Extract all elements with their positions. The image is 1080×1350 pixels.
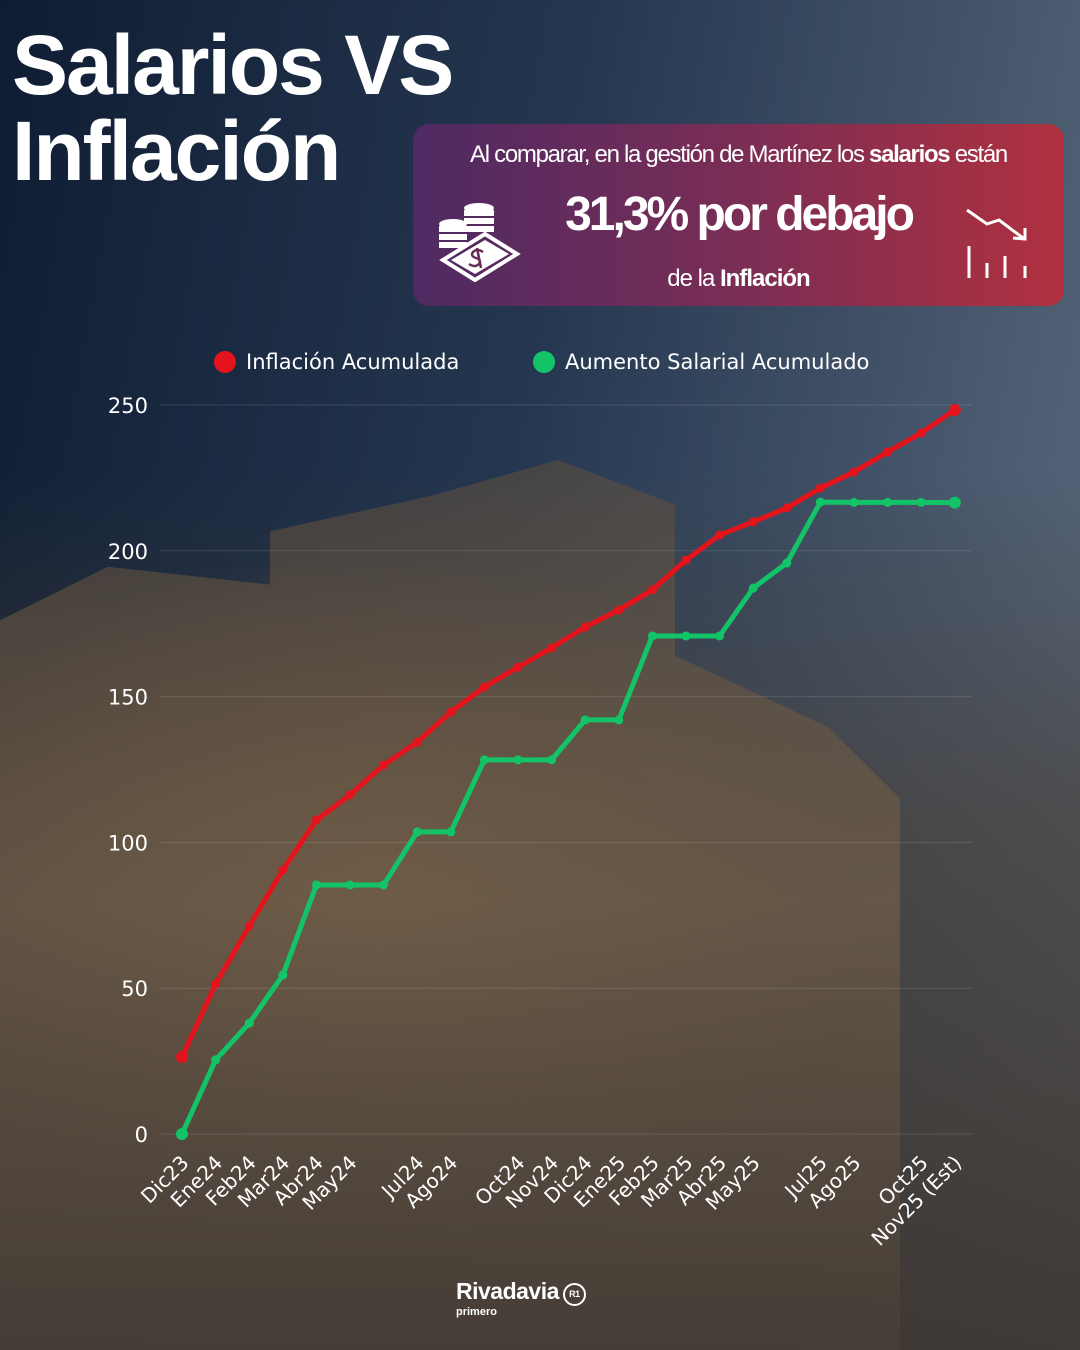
callout-footer: de la Inflación	[413, 264, 1064, 294]
inflation-point	[211, 979, 221, 989]
legend-item-inflation: Inflación Acumulada	[214, 350, 459, 374]
chart-legend: Inflación Acumulada Aumento Salarial Acu…	[0, 350, 1080, 380]
salary-point	[446, 827, 456, 837]
legend-swatch-salary	[533, 351, 555, 373]
trend-down-icon	[966, 208, 1027, 278]
title-line-2: Inflación	[12, 104, 341, 198]
inflation-point	[379, 760, 389, 770]
callout-intro-text: Al comparar, en la gestión de Martínez l…	[470, 141, 870, 168]
salary-point	[244, 1018, 254, 1028]
brand-logo: Rivadavia R1 primero	[456, 1278, 586, 1319]
y-tick-label: 200	[108, 540, 148, 564]
inflation-point	[849, 467, 859, 477]
salary-point	[614, 715, 624, 725]
title-line-1: Salarios VS	[12, 18, 454, 112]
brand-sub: primero	[456, 1306, 497, 1318]
salary-point	[948, 496, 961, 509]
y-tick-label: 50	[121, 977, 148, 1001]
salary-point	[211, 1055, 221, 1065]
legend-label-inflation: Inflación Acumulada	[246, 350, 460, 374]
inflation-point	[479, 682, 489, 692]
salary-point	[748, 583, 758, 593]
money-coins-icon	[439, 203, 521, 282]
salary-point	[412, 827, 422, 837]
inflation-point	[311, 815, 321, 825]
inflation-point	[815, 483, 825, 493]
salary-line	[179, 499, 955, 1136]
salary-point	[345, 880, 355, 890]
callout-intro-bold: salarios	[869, 141, 951, 168]
salary-point	[647, 631, 657, 641]
salary-point	[379, 880, 389, 890]
inflation-point	[176, 1051, 188, 1064]
salary-point	[815, 497, 825, 507]
inflation-point	[345, 790, 355, 800]
inflation-point	[948, 403, 961, 416]
salary-point	[715, 631, 725, 641]
salary-point	[782, 558, 792, 568]
legend-item-salary: Aumento Salarial Acumulado	[533, 350, 869, 374]
page-title: Salarios VS Inflación	[12, 18, 454, 198]
legend-label-salary: Aumento Salarial Acumulado	[565, 350, 870, 374]
salary-point	[547, 755, 557, 765]
callout-footer-bold: Inflación	[720, 265, 811, 292]
salary-point	[916, 497, 926, 507]
inflation-point	[580, 622, 590, 632]
salary-point	[883, 497, 893, 507]
inflation-point	[244, 921, 254, 931]
salary-point	[278, 970, 288, 980]
inflation-point	[782, 503, 792, 513]
inflation-line	[179, 407, 957, 1059]
inflation-point	[513, 662, 523, 672]
inflation-point	[412, 737, 422, 747]
salary-point	[513, 755, 523, 765]
brand-name: Rivadavia	[456, 1278, 559, 1304]
inflation-point	[715, 530, 725, 540]
y-tick-label: 0	[135, 1123, 148, 1147]
inflation-point	[647, 585, 657, 595]
inflation-point	[278, 865, 288, 875]
inflation-point	[547, 643, 557, 653]
callout-intro-end: están	[949, 141, 1009, 168]
salary-point	[681, 631, 691, 641]
brand-badge: R1	[562, 1283, 586, 1306]
inflation-point	[748, 517, 758, 527]
inflation-point	[681, 555, 691, 565]
salary-point	[580, 715, 590, 725]
inflation-point	[916, 428, 926, 438]
y-tick-label: 250	[108, 394, 148, 418]
legend-swatch-inflation	[214, 351, 236, 373]
salary-point	[849, 497, 859, 507]
salary-point	[176, 1128, 188, 1140]
salary-point	[479, 755, 489, 765]
callout-headline: 31,3% por debajo	[565, 188, 915, 241]
inflation-point	[883, 447, 893, 457]
salary-point	[311, 880, 321, 890]
inflation-point	[446, 707, 456, 717]
y-tick-label: 100	[108, 831, 148, 855]
callout-intro: Al comparar, en la gestión de Martínez l…	[413, 140, 1064, 170]
inflation-point	[614, 605, 624, 615]
y-tick-label: 150	[108, 686, 148, 710]
summary-callout: Al comparar, en la gestión de Martínez l…	[413, 124, 1064, 306]
callout-footer-text: de la	[667, 265, 721, 292]
